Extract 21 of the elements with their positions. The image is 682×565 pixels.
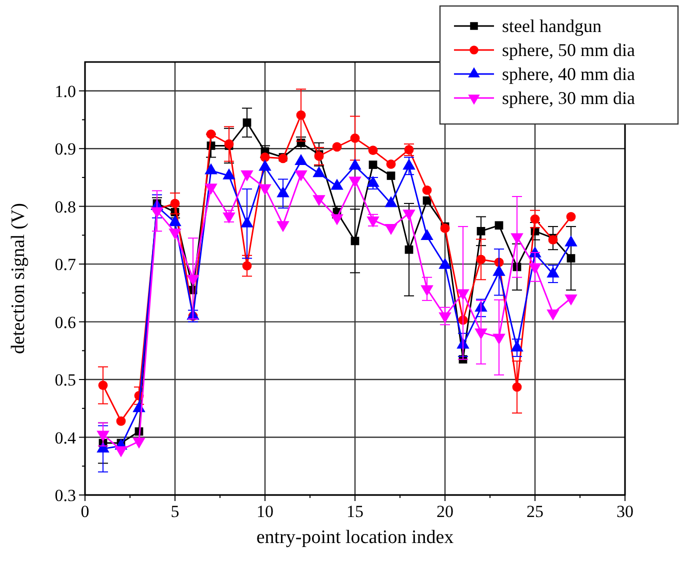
x-axis-title: entry-point location index — [256, 527, 454, 548]
y-tick-label: 0.5 — [54, 370, 76, 390]
legend-label: steel handgun — [502, 16, 602, 36]
y-tick-label: 0.4 — [54, 428, 76, 448]
x-tick-label: 0 — [80, 502, 90, 521]
legend-label: sphere, 30 mm dia — [502, 88, 635, 108]
x-tick-label: 15 — [346, 502, 364, 521]
y-tick-label: 0.8 — [54, 197, 76, 216]
x-tick-label: 20 — [436, 502, 454, 521]
y-tick-label: 0.3 — [54, 486, 76, 505]
x-tick-label: 5 — [170, 502, 180, 521]
y-tick-label: 0.9 — [54, 140, 76, 159]
x-tick-label: 10 — [256, 502, 274, 521]
y-tick-label: 0.7 — [54, 255, 76, 274]
legend-label: sphere, 50 mm dia — [502, 40, 635, 60]
y-tick-label: 0.6 — [54, 312, 76, 332]
y-tick-label: 1.0 — [54, 82, 76, 101]
x-tick-label: 25 — [526, 502, 544, 521]
legend-label: sphere, 40 mm dia — [502, 64, 635, 84]
y-axis-title: detection signal (V) — [8, 203, 29, 354]
x-tick-label: 30 — [616, 502, 634, 521]
